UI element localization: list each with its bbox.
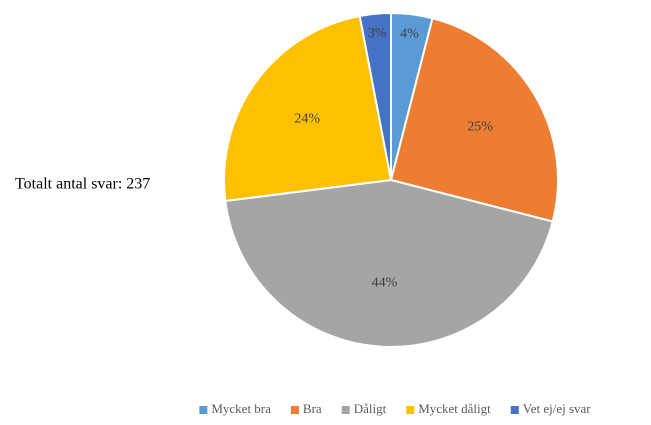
legend-swatch <box>199 406 208 414</box>
pie-slice <box>389 17 559 223</box>
legend-label: Mycket bra <box>211 401 271 416</box>
pie-slice <box>224 178 554 348</box>
legend-label: Mycket dåligt <box>418 401 491 416</box>
annotation: Totalt antal svar: 237 <box>15 176 150 193</box>
legend-label: Bra <box>303 401 322 416</box>
pie-slice <box>223 14 393 203</box>
data-label: 44% <box>372 276 398 291</box>
legend-swatch <box>341 406 350 414</box>
legend-label: Dåligt <box>354 401 387 416</box>
data-label: 3% <box>368 26 387 41</box>
pie-slice <box>358 11 392 181</box>
data-label: 25% <box>467 120 493 135</box>
legend-swatch <box>406 406 415 414</box>
legend-swatch <box>290 406 299 414</box>
data-label: 4% <box>400 26 419 41</box>
data-label: 24% <box>294 111 320 126</box>
legend-label: Vet ej/ej svar <box>523 401 592 416</box>
legend-swatch <box>510 406 519 414</box>
